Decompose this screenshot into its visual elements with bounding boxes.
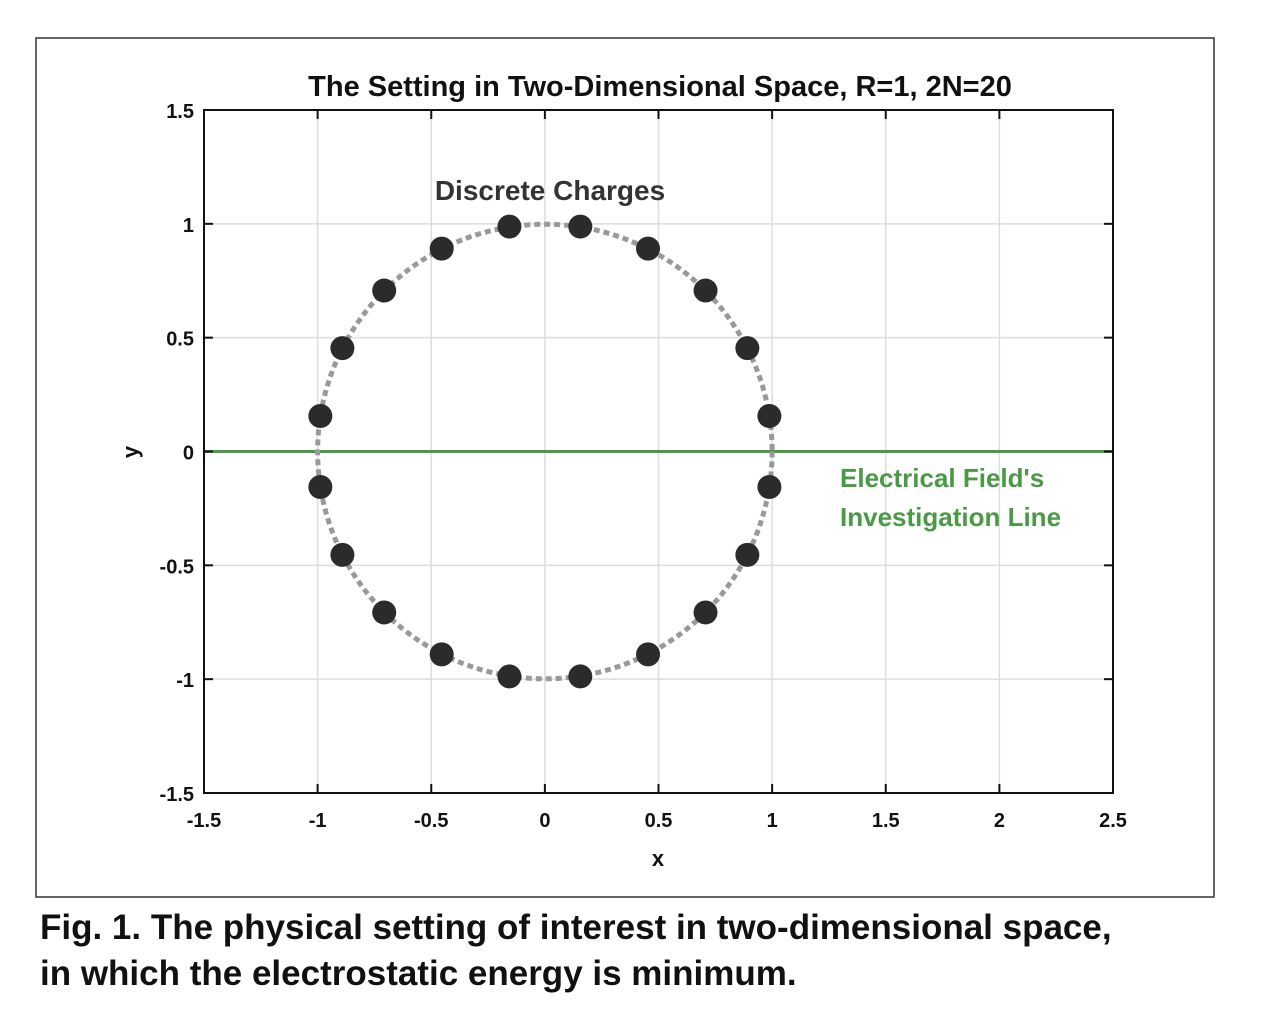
charge-point: [372, 600, 397, 625]
charge-point: [757, 475, 782, 500]
charge-point: [568, 214, 593, 239]
charges: [308, 214, 782, 689]
x-tick-label: 1: [767, 810, 778, 832]
y-tick-label: 1.5: [166, 101, 194, 123]
charge-point: [693, 278, 718, 303]
x-axis-label: x: [652, 846, 665, 871]
figure-caption: Fig. 1. The physical setting of interest…: [40, 905, 1240, 997]
figure-frame: [35, 37, 1215, 898]
caption-line-2: in which the electrostatic energy is min…: [40, 954, 797, 993]
chart-title: The Setting in Two-Dimensional Space, R=…: [308, 71, 1012, 103]
x-tick-label: -0.5: [414, 810, 448, 832]
charge-point: [308, 475, 333, 500]
y-tick-label: -1.5: [160, 784, 194, 806]
x-tick-label: -1.5: [187, 810, 221, 832]
x-tick-label: 2: [994, 810, 1005, 832]
charge-point: [735, 336, 760, 361]
x-tick-label: -1: [309, 810, 327, 832]
charge-point: [735, 542, 760, 567]
charge-point: [693, 600, 718, 625]
line-annotation-1: Electrical Field's: [840, 463, 1044, 493]
y-tick-label: 1: [183, 215, 194, 237]
y-axis-label: y: [118, 445, 143, 458]
y-tick-label: -0.5: [160, 556, 194, 578]
charge-point: [636, 236, 661, 261]
line-annotation-2: Investigation Line: [840, 502, 1061, 532]
y-tick-label: 0: [183, 443, 194, 465]
ticks: -1.5 -1 -0.5 0 0.5 1 1.5 2 2.5 -1.5 -1 -0.5 0 0.5 1 1.5: [160, 101, 1127, 832]
charges-annotation: Discrete Charges: [435, 175, 665, 206]
charge-point: [497, 214, 522, 239]
y-tick-label: 0.5: [166, 329, 194, 351]
x-tick-label: 1.5: [872, 810, 900, 832]
charge-point: [330, 336, 355, 361]
caption-line-1: Fig. 1. The physical setting of interest…: [40, 908, 1112, 947]
charge-point: [429, 642, 454, 667]
charge-point: [429, 236, 454, 261]
charge-point: [497, 664, 522, 689]
y-tick-label: -1: [176, 670, 194, 692]
charge-ring-circle: [315, 221, 775, 682]
charge-point: [568, 664, 593, 689]
charge-point: [372, 278, 397, 303]
x-tick-label: 0: [539, 810, 550, 832]
charge-point: [636, 642, 661, 667]
x-tick-label: 2.5: [1099, 810, 1127, 832]
charge-point: [330, 542, 355, 567]
x-tick-label: 0.5: [645, 810, 673, 832]
charge-point: [757, 403, 782, 428]
charge-point: [308, 403, 333, 428]
